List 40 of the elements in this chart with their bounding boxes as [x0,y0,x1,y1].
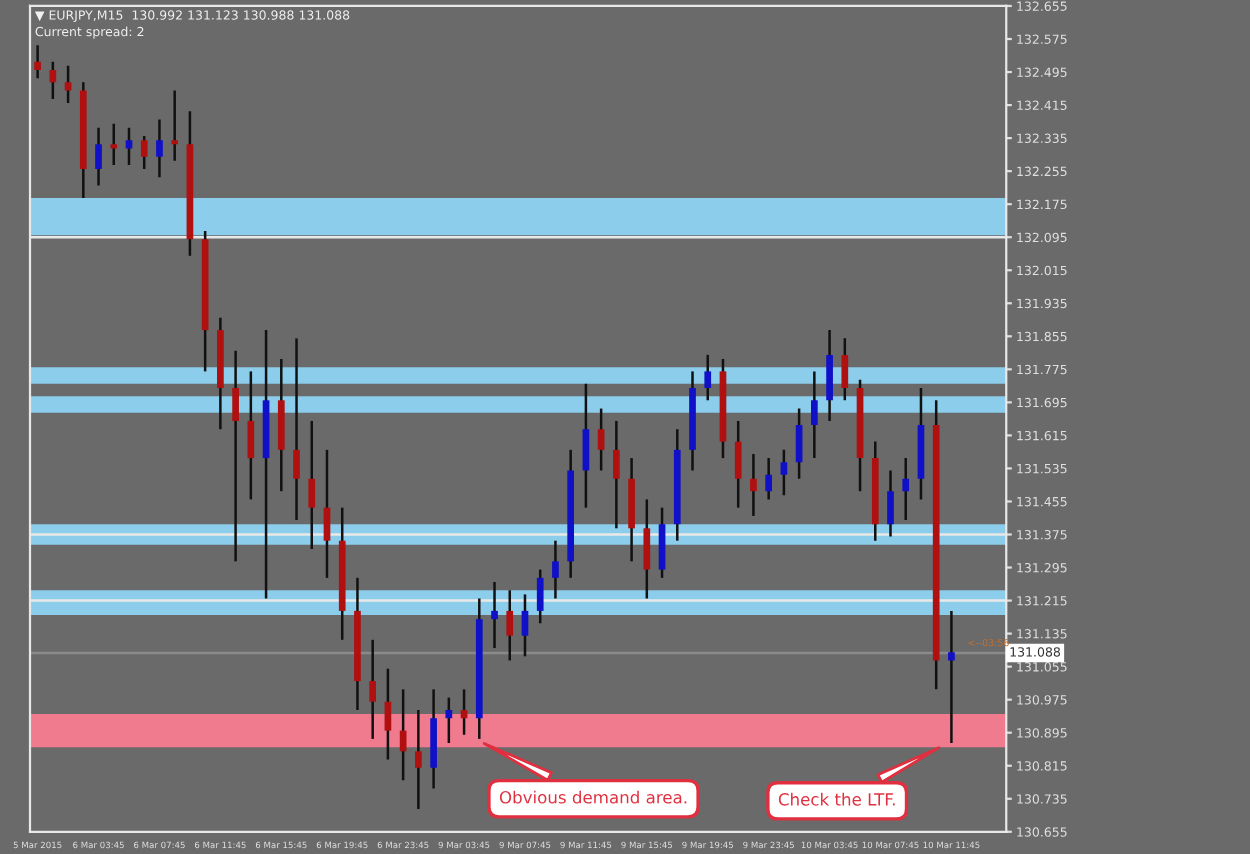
candlestick [506,588,514,662]
candlestick [643,498,651,600]
candlestick [552,539,559,600]
candlestick [902,456,910,522]
candlestick [247,370,255,501]
candlestick [704,353,712,402]
candlestick [415,708,422,811]
candlestick [658,506,666,580]
candlestick [521,593,529,658]
candlestick [308,419,316,551]
candlestick [613,419,620,530]
candlestick [323,448,331,580]
candlestick [582,382,590,509]
candlestick [171,89,179,163]
candlestick [49,60,57,101]
annotation: Check the LTF. [778,792,895,806]
candlestick [734,419,742,509]
candlestick [95,126,102,187]
candlestick [491,580,498,650]
candlestick [384,667,392,761]
candlestick [156,118,163,179]
candlestick [140,134,148,171]
candlestick [293,337,300,522]
candlestick [948,609,955,745]
candlestick [232,349,239,563]
annotation: Obvious demand area. [499,790,687,804]
candlestick [64,64,72,105]
candlestick [841,337,849,402]
candlestick [765,456,773,501]
candlestick [536,568,544,625]
candlestick [780,448,788,497]
candlestick [110,122,118,167]
candlestick [445,696,453,745]
candlestick [369,638,377,741]
candlestick [826,328,833,423]
candlestick [34,43,41,80]
candlestick [887,469,894,538]
candlestick [750,452,757,518]
candlestick [597,407,605,472]
candlestick [811,370,818,460]
